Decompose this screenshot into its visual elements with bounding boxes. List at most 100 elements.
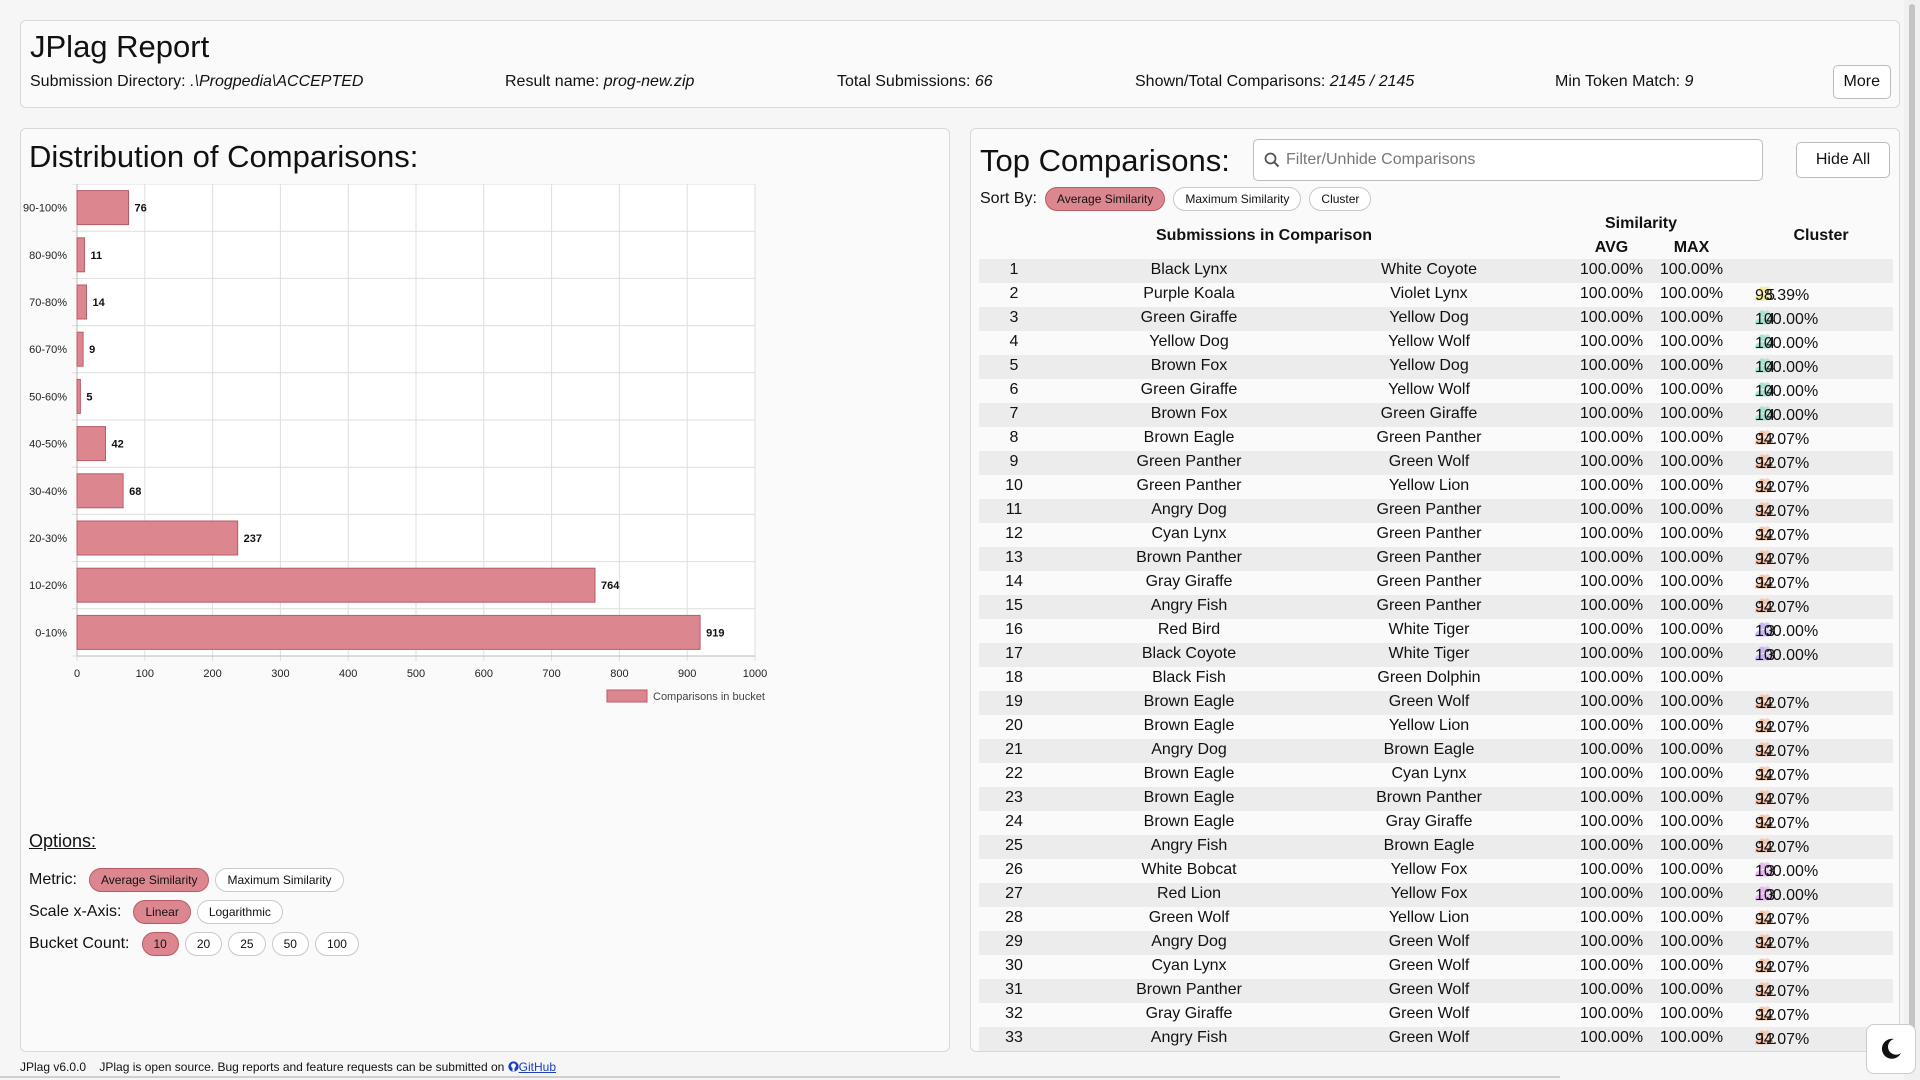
table-row[interactable]: 18 Black Fish Green Dolphin 100.00% 100.00% bbox=[979, 667, 1893, 691]
table-row[interactable]: 30 Cyan Lynx Green Wolf 100.00% 100.00% 12 94.… bbox=[979, 955, 1893, 979]
table-row[interactable]: 11 Angry Dog Green Panther 100.00% 100.00% 12… bbox=[979, 499, 1893, 523]
metric-average-similarity[interactable]: Average Similarity bbox=[89, 868, 210, 892]
table-row[interactable]: 10 Green Panther Yellow Lion 100.00% 100.00%… bbox=[979, 475, 1893, 499]
data-label: 5 bbox=[86, 391, 92, 403]
y-tick-label: 40-50% bbox=[29, 439, 67, 451]
table-row[interactable]: 6 Green Giraffe Yellow Wolf 100.00% 100.00% 4… bbox=[979, 379, 1893, 403]
table-row[interactable]: 22 Brown Eagle Cyan Lynx 100.00% 100.00% 12 94… bbox=[979, 763, 1893, 787]
metric-maximum-similarity[interactable]: Maximum Similarity bbox=[215, 868, 344, 892]
hide-all-button[interactable]: Hide All bbox=[1796, 142, 1890, 178]
row-index: 5 bbox=[1009, 357, 1019, 374]
max-similarity: 100.00% bbox=[1659, 765, 1724, 782]
distribution-chart: 76 90-100% 11 80-90% 14 70-80% 9 60-70% 5 50-60% 4… bbox=[23, 184, 767, 703]
table-row[interactable]: 12 Cyan Lynx Green Panther 100.00% 100.00% 12… bbox=[979, 523, 1893, 547]
table-row[interactable]: 24 Brown Eagle Gray Giraffe 100.00% 100.00% 1… bbox=[979, 811, 1893, 835]
table-row[interactable]: 3 Green Giraffe Yellow Dog 100.00% 100.00% 4 1… bbox=[979, 307, 1893, 331]
max-similarity: 100.00% bbox=[1659, 333, 1724, 350]
table-row[interactable]: 5 Brown Fox Yellow Dog 100.00% 100.00% 4 100.0… bbox=[979, 355, 1893, 379]
users-icon bbox=[1755, 790, 1773, 805]
table-row[interactable]: 14 Gray Giraffe Green Panther 100.00% 100.00… bbox=[979, 571, 1893, 595]
table-row[interactable]: 27 Red Lion Yellow Fox 100.00% 100.00% 3 100.0… bbox=[979, 883, 1893, 907]
bucket-100[interactable]: 100 bbox=[314, 932, 359, 956]
row-index: 14 bbox=[1005, 573, 1023, 590]
cluster-similarity: 94.07% bbox=[1755, 1031, 1810, 1048]
table-row[interactable]: 15 Angry Fish Green Panther 100.00% 100.00% 1… bbox=[979, 595, 1893, 619]
table-row[interactable]: 26 White Bobcat Yellow Fox 100.00% 100.00% 3 1… bbox=[979, 859, 1893, 883]
users-icon bbox=[1755, 814, 1773, 829]
submission-a: Angry Fish bbox=[1150, 837, 1228, 854]
table-row[interactable]: 17 Black Coyote White Tiger 100.00% 100.00% 3… bbox=[979, 643, 1893, 667]
table-row[interactable]: 16 Red Bird White Tiger 100.00% 100.00% 3 100.… bbox=[979, 619, 1893, 643]
table-row[interactable]: 1 Black Lynx White Coyote 100.00% 100.00% bbox=[979, 259, 1893, 283]
max-similarity: 100.00% bbox=[1659, 477, 1724, 494]
cluster-cell: 12 94.07% bbox=[1755, 717, 1895, 736]
more-button[interactable]: More bbox=[1832, 65, 1891, 99]
y-tick-label: 0-10% bbox=[35, 627, 67, 639]
row-index: 6 bbox=[1009, 381, 1019, 398]
submission-a: Angry Dog bbox=[1151, 501, 1227, 518]
scale-logarithmic[interactable]: Logarithmic bbox=[196, 900, 283, 924]
submission-a: Brown Fox bbox=[1150, 357, 1228, 374]
github-link[interactable]: GitHub bbox=[508, 1060, 556, 1074]
table-row[interactable]: 8 Brown Eagle Green Panther 100.00% 100.00% 1… bbox=[979, 427, 1893, 451]
filter-comparisons-input[interactable] bbox=[1286, 141, 1756, 179]
table-row[interactable]: 29 Angry Dog Green Wolf 100.00% 100.00% 12 94.… bbox=[979, 931, 1893, 955]
cluster-similarity: 100.00% bbox=[1755, 887, 1819, 904]
avg-similarity: 100.00% bbox=[1579, 381, 1644, 398]
cluster-similarity: 94.07% bbox=[1755, 839, 1810, 856]
cluster-size: 12 bbox=[1757, 551, 1775, 568]
table-row[interactable]: 25 Angry Fish Brown Eagle 100.00% 100.00% 12 9… bbox=[979, 835, 1893, 859]
submission-a: Gray Giraffe bbox=[1145, 1005, 1233, 1022]
bucket-50[interactable]: 50 bbox=[271, 932, 309, 956]
table-row[interactable]: 20 Brown Eagle Yellow Lion 100.00% 100.00% 12… bbox=[979, 715, 1893, 739]
sort-cluster[interactable]: Cluster bbox=[1309, 187, 1372, 211]
cluster-similarity: 94.07% bbox=[1755, 959, 1810, 976]
users-icon bbox=[1755, 526, 1773, 541]
max-similarity: 100.00% bbox=[1659, 429, 1724, 446]
cluster-size: 12 bbox=[1757, 935, 1775, 952]
cluster-cell: 12 94.07% bbox=[1755, 813, 1895, 832]
submission-a: Cyan Lynx bbox=[1151, 525, 1227, 542]
submission-b: Brown Eagle bbox=[1383, 837, 1475, 854]
cluster-similarity: 100.00% bbox=[1755, 383, 1819, 400]
cluster-similarity: 94.07% bbox=[1755, 551, 1810, 568]
bucket-25[interactable]: 25 bbox=[228, 932, 266, 956]
avg-similarity: 100.00% bbox=[1579, 789, 1644, 806]
scale-linear[interactable]: Linear bbox=[133, 900, 191, 924]
table-row[interactable]: 28 Green Wolf Yellow Lion 100.00% 100.00% 12 9… bbox=[979, 907, 1893, 931]
cluster-similarity: 94.07% bbox=[1755, 575, 1810, 592]
max-similarity: 100.00% bbox=[1659, 933, 1724, 950]
sort-maximum-similarity[interactable]: Maximum Similarity bbox=[1173, 187, 1302, 211]
table-row[interactable]: 31 Brown Panther Green Wolf 100.00% 100.00% 1… bbox=[979, 979, 1893, 1003]
row-index: 4 bbox=[1009, 333, 1019, 350]
submission-b: Brown Eagle bbox=[1383, 741, 1475, 758]
table-row[interactable]: 23 Brown Eagle Brown Panther 100.00% 100.00%… bbox=[979, 787, 1893, 811]
submission-b: Green Dolphin bbox=[1377, 669, 1481, 686]
table-row[interactable]: 4 Yellow Dog Yellow Wolf 100.00% 100.00% 4 100… bbox=[979, 331, 1893, 355]
table-row[interactable]: 2 Purple Koala Violet Lynx 100.00% 100.00% 5 9… bbox=[979, 283, 1893, 307]
cluster-cell: 12 94.07% bbox=[1755, 1005, 1895, 1024]
sort-average-similarity[interactable]: Average Similarity bbox=[1044, 187, 1166, 211]
submission-b: Yellow Fox bbox=[1390, 885, 1468, 902]
submission-b: Green Wolf bbox=[1388, 933, 1470, 950]
table-row[interactable]: 21 Angry Dog Brown Eagle 100.00% 100.00% 12 94… bbox=[979, 739, 1893, 763]
data-label: 42 bbox=[111, 439, 123, 451]
users-icon bbox=[1755, 478, 1773, 493]
row-index: 13 bbox=[1005, 549, 1023, 566]
max-similarity: 100.00% bbox=[1659, 909, 1724, 926]
users-icon bbox=[1755, 310, 1773, 325]
table-row[interactable]: 19 Brown Eagle Green Wolf 100.00% 100.00% 12 9… bbox=[979, 691, 1893, 715]
table-row[interactable]: 7 Brown Fox Green Giraffe 100.00% 100.00% 4 10… bbox=[979, 403, 1893, 427]
bucket-20[interactable]: 20 bbox=[184, 932, 223, 956]
cluster-size: 12 bbox=[1757, 959, 1775, 976]
avg-similarity: 100.00% bbox=[1579, 405, 1644, 422]
table-row[interactable]: 13 Brown Panther Green Panther 100.00% 100.0… bbox=[979, 547, 1893, 571]
table-row[interactable]: 32 Gray Giraffe Green Wolf 100.00% 100.00% 12… bbox=[979, 1003, 1893, 1027]
bucket-10[interactable]: 10 bbox=[141, 932, 179, 956]
scale-label: Scale x-Axis: bbox=[29, 903, 122, 920]
page-scrollbar-thumb[interactable] bbox=[1909, 4, 1915, 1044]
dark-mode-toggle[interactable] bbox=[1866, 1024, 1916, 1074]
table-row[interactable]: 33 Angry Fish Green Wolf 100.00% 100.00% 12 94… bbox=[979, 1027, 1893, 1051]
legend-label: Comparisons in bucket bbox=[653, 691, 765, 703]
table-row[interactable]: 9 Green Panther Green Wolf 100.00% 100.00% 12… bbox=[979, 451, 1893, 475]
